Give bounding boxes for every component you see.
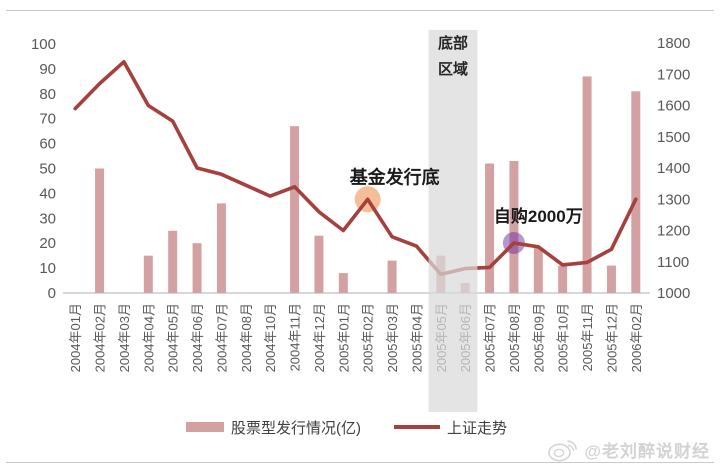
band-label: 底部 [438, 34, 468, 52]
issuance-bar [509, 161, 519, 293]
left-axis-tick: 80 [39, 86, 56, 103]
left-axis-tick: 40 [39, 185, 56, 202]
left-axis-tick: 50 [39, 161, 56, 178]
watermark: @老刘醉说财经 [547, 436, 710, 463]
x-axis-label: 2004年08月 [239, 303, 254, 372]
right-axis-tick: 1700 [657, 66, 690, 83]
x-axis-label: 2004年07月 [214, 303, 229, 372]
right-axis-tick: 1800 [657, 35, 690, 52]
left-axis-tick: 70 [39, 111, 56, 128]
issuance-bar [558, 265, 568, 293]
chart-legend: 股票型发行情况(亿) 上证走势 [186, 417, 507, 437]
index-trend-line [73, 59, 638, 277]
issuance-bar [338, 273, 348, 293]
x-axis-label: 2006年02月 [629, 303, 644, 372]
issuance-bar [95, 168, 105, 293]
line-series-label: 上证走势 [447, 419, 508, 437]
issuance-bar [485, 163, 495, 293]
x-axis-label: 2004年11月 [288, 303, 303, 371]
right-axis-tick: 1500 [657, 129, 690, 146]
x-axis-label: 2005年02月 [361, 303, 376, 372]
right-axis-tick: 1400 [657, 160, 690, 177]
line-series-swatch [394, 425, 440, 429]
issuance-bar [533, 248, 543, 293]
issuance-bar [143, 255, 153, 293]
left-axis-tick: 10 [39, 260, 56, 277]
right-axis-tick: 1100 [657, 254, 689, 271]
x-axis-label: 2005年08月 [507, 303, 522, 372]
left-axis-tick: 30 [39, 210, 56, 227]
issuance-bar [387, 260, 397, 293]
left-axis-tick: 20 [39, 235, 56, 252]
bottom-zone-band [428, 30, 478, 412]
issuance-bar [216, 203, 226, 293]
issuance-bar [314, 235, 324, 293]
x-axis-label: 2005年12月 [604, 303, 619, 372]
x-axis-label: 2004年01月 [68, 303, 83, 372]
left-axis-tick: 90 [39, 61, 56, 78]
top-divider [6, 10, 714, 11]
left-axis-tick: 60 [39, 136, 56, 153]
left-axis-tick: 0 [48, 285, 56, 302]
x-axis-label: 2004年12月 [312, 303, 327, 372]
weibo-icon [548, 440, 578, 462]
right-axis-tick: 1300 [657, 191, 690, 208]
x-axis-label: 2005年10月 [556, 303, 571, 372]
x-axis-label: 2005年11月 [580, 303, 595, 371]
bar-series-label: 股票型发行情况(亿) [231, 419, 361, 437]
right-axis-tick: 1200 [657, 223, 690, 240]
issuance-bar [192, 243, 202, 293]
bar-series-swatch [186, 422, 224, 432]
x-axis-label: 2004年05月 [166, 303, 181, 372]
left-axis-tick: 100 [31, 36, 56, 53]
issuance-bar [290, 126, 300, 293]
x-axis-label: 2004年03月 [117, 303, 132, 372]
x-axis-label: 2005年07月 [483, 303, 498, 372]
band-label: 区域 [438, 60, 468, 78]
x-axis-label: 2005年03月 [385, 303, 400, 372]
x-axis-label: 2004年06月 [190, 303, 205, 372]
bottom-divider [6, 462, 714, 463]
x-axis-label: 2005年01月 [336, 303, 351, 372]
right-axis-tick: 1000 [657, 285, 690, 302]
issuance-bar [168, 230, 178, 294]
x-axis-label: 2004年04月 [141, 303, 156, 372]
issuance-bar [606, 265, 616, 293]
x-axis-label: 2004年02月 [93, 303, 108, 372]
annotation-label: 基金发行底 [349, 166, 440, 187]
watermark-handle: @老刘醉说财经 [584, 442, 710, 461]
annotation-label: 自购2000万 [494, 206, 583, 226]
x-axis-label: 2005年09月 [531, 303, 546, 372]
x-axis-label: 2004年10月 [263, 303, 278, 372]
issuance-bar [582, 76, 592, 294]
issuance-bar [631, 91, 641, 293]
right-axis-tick: 1600 [657, 98, 690, 115]
x-axis-label: 2005年04月 [409, 303, 424, 372]
